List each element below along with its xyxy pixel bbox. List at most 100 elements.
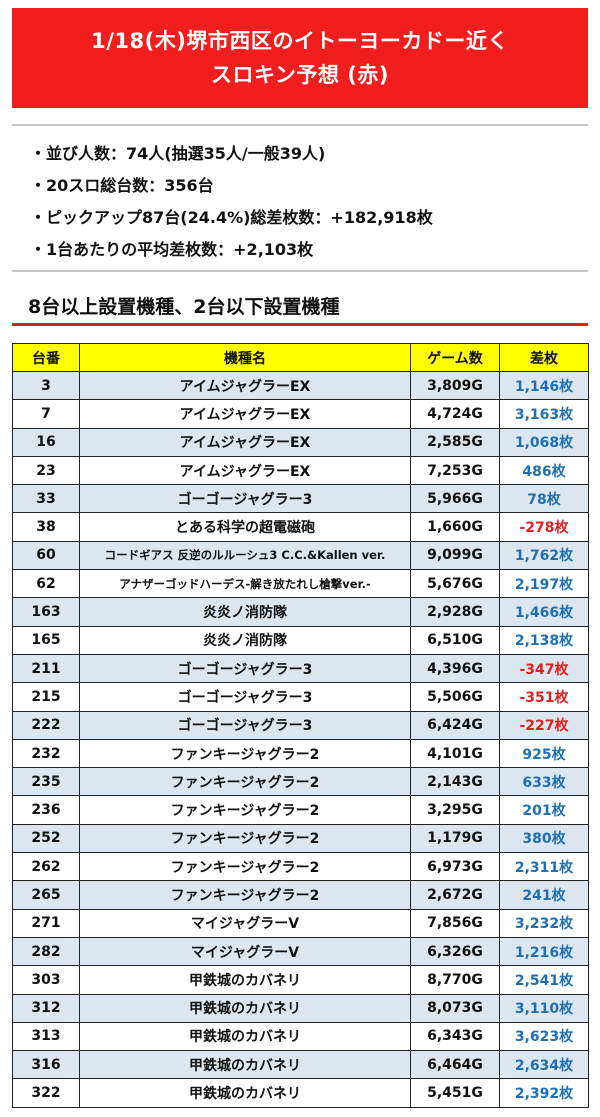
cell-machine-number: 3 [12, 370, 80, 401]
cell-game-count: 7,856G [410, 908, 500, 938]
cell-game-count: 7,253G [410, 455, 500, 486]
cell-machine-name: ゴーゴージャグラー3 [79, 710, 411, 740]
table-row: 60 コードギアス 反逆のルルーシュ3 C.C.&Kallen ver. 9,099… [12, 540, 589, 571]
cell-diff-medals: 3,623枚 [499, 1021, 589, 1052]
cell-machine-number: 222 [12, 710, 80, 740]
table-row: 312 甲鉄城のカバネリ 8,073G 3,110枚 [12, 993, 589, 1023]
cell-diff-medals: 2,311枚 [499, 852, 589, 882]
cell-game-count: 6,973G [410, 852, 500, 882]
cell-diff-medals: -347枚 [499, 653, 589, 684]
cell-diff-medals: 3,232枚 [499, 908, 589, 938]
cell-machine-name: アイムジャグラーEX [79, 399, 411, 429]
cell-machine-name: アイムジャグラーEX [79, 455, 411, 486]
cell-game-count: 2,143G [410, 767, 500, 797]
cell-machine-name: アイムジャグラーEX [79, 370, 411, 401]
stat-queue: 並び人数：74人(抽選35人/一般39人) [30, 138, 588, 170]
cell-diff-medals: 1,466枚 [499, 597, 589, 627]
cell-machine-number: 322 [12, 1078, 80, 1108]
table-row: 62 アナザーゴッドハーデス-解き放たれし槍撃ver.- 5,676G 2,197枚 [12, 569, 589, 599]
cell-game-count: 5,451G [410, 1078, 500, 1108]
cell-game-count: 6,424G [410, 710, 500, 740]
cell-diff-medals: 2,541枚 [499, 965, 589, 995]
cell-machine-number: 7 [12, 399, 80, 429]
table-row: 222 ゴーゴージャグラー3 6,424G -227枚 [12, 710, 589, 740]
cell-machine-number: 215 [12, 682, 80, 712]
cell-machine-name: ファンキージャグラー2 [79, 767, 411, 797]
cell-diff-medals: 78枚 [499, 484, 589, 514]
cell-diff-medals: 380枚 [499, 823, 589, 854]
table-row: 316 甲鉄城のカバネリ 6,464G 2,634枚 [12, 1050, 589, 1080]
table-row: 252 ファンキージャグラー2 1,179G 380枚 [12, 823, 589, 854]
table-row: 7 アイムジャグラーEX 4,724G 3,163枚 [12, 399, 589, 429]
cell-machine-number: 211 [12, 653, 80, 684]
cell-diff-medals: 1,068枚 [499, 427, 589, 457]
results-table: 台番 機種名 ゲーム数 差枚 3 アイムジャグラーEX 3,809G 1,146枚 7 ア… [12, 343, 589, 1108]
cell-diff-medals: 925枚 [499, 738, 589, 769]
cell-machine-name: ゴーゴージャグラー3 [79, 484, 411, 514]
cell-game-count: 4,724G [410, 399, 500, 429]
cell-machine-name: アイムジャグラーEX [79, 427, 411, 457]
table-row: 165 炎炎ノ消防隊 6,510G 2,138枚 [12, 625, 589, 655]
table-row: 262 ファンキージャグラー2 6,973G 2,311枚 [12, 852, 589, 882]
table-row: 271 マイジャグラーV 7,856G 3,232枚 [12, 908, 589, 938]
table-row: 3 アイムジャグラーEX 3,809G 1,146枚 [12, 370, 589, 401]
cell-machine-name: ファンキージャグラー2 [79, 795, 411, 825]
cell-diff-medals: 1,762枚 [499, 540, 589, 571]
table-row: 236 ファンキージャグラー2 3,295G 201枚 [12, 795, 589, 825]
cell-machine-name: 炎炎ノ消防隊 [79, 597, 411, 627]
cell-game-count: 2,672G [410, 880, 500, 910]
cell-game-count: 5,966G [410, 484, 500, 514]
table-row: 163 炎炎ノ消防隊 2,928G 1,466枚 [12, 597, 589, 627]
cell-machine-number: 316 [12, 1050, 80, 1080]
cell-machine-number: 252 [12, 823, 80, 854]
table-header-row: 台番 機種名 ゲーム数 差枚 [12, 343, 589, 372]
cell-machine-name: コードギアス 反逆のルルーシュ3 C.C.&Kallen ver. [79, 540, 411, 571]
stat-total-machines: 20スロ総台数：356台 [30, 170, 588, 202]
cell-machine-number: 282 [12, 936, 80, 967]
column-header-number: 台番 [12, 343, 80, 372]
table-row: 235 ファンキージャグラー2 2,143G 633枚 [12, 767, 589, 797]
cell-game-count: 6,343G [410, 1021, 500, 1052]
section-title: 8台以上設置機種、2台以下設置機種 [28, 296, 340, 318]
cell-game-count: 2,585G [410, 427, 500, 457]
column-header-diff: 差枚 [499, 343, 589, 372]
table-row: 215 ゴーゴージャグラー3 5,506G -351枚 [12, 682, 589, 712]
cell-machine-number: 235 [12, 767, 80, 797]
table-row: 33 ゴーゴージャグラー3 5,966G 78枚 [12, 484, 589, 514]
cell-diff-medals: 3,110枚 [499, 993, 589, 1023]
cell-game-count: 4,396G [410, 653, 500, 684]
cell-machine-name: ファンキージャグラー2 [79, 852, 411, 882]
cell-machine-name: ゴーゴージャグラー3 [79, 653, 411, 684]
section-heading: 8台以上設置機種、2台以下設置機種 [12, 292, 588, 326]
table-row: 23 アイムジャグラーEX 7,253G 486枚 [12, 455, 589, 486]
cell-machine-number: 33 [12, 484, 80, 514]
cell-game-count: 1,660G [410, 512, 500, 542]
table-row: 38 とある科学の超電磁砲 1,660G -278枚 [12, 512, 589, 542]
table-row: 322 甲鉄城のカバネリ 5,451G 2,392枚 [12, 1078, 589, 1108]
cell-machine-name: ファンキージャグラー2 [79, 738, 411, 769]
cell-game-count: 5,676G [410, 569, 500, 599]
cell-machine-name: 甲鉄城のカバネリ [79, 993, 411, 1023]
cell-machine-number: 163 [12, 597, 80, 627]
cell-machine-number: 62 [12, 569, 80, 599]
cell-diff-medals: 201枚 [499, 795, 589, 825]
cell-diff-medals: -278枚 [499, 512, 589, 542]
cell-machine-name: 甲鉄城のカバネリ [79, 1021, 411, 1052]
cell-game-count: 6,326G [410, 936, 500, 967]
column-header-machine: 機種名 [79, 343, 411, 372]
cell-machine-number: 271 [12, 908, 80, 938]
stat-average: 1台あたりの平均差枚数：+2,103枚 [30, 234, 588, 266]
column-header-games: ゲーム数 [410, 343, 500, 372]
cell-diff-medals: 2,392枚 [499, 1078, 589, 1108]
cell-diff-medals: 2,197枚 [499, 569, 589, 599]
cell-game-count: 1,179G [410, 823, 500, 854]
cell-game-count: 8,770G [410, 965, 500, 995]
cell-game-count: 8,073G [410, 993, 500, 1023]
cell-machine-number: 313 [12, 1021, 80, 1052]
cell-machine-number: 262 [12, 852, 80, 882]
cell-machine-number: 23 [12, 455, 80, 486]
cell-diff-medals: 2,634枚 [499, 1050, 589, 1080]
cell-game-count: 4,101G [410, 738, 500, 769]
cell-game-count: 5,506G [410, 682, 500, 712]
cell-machine-name: アナザーゴッドハーデス-解き放たれし槍撃ver.- [79, 569, 411, 599]
